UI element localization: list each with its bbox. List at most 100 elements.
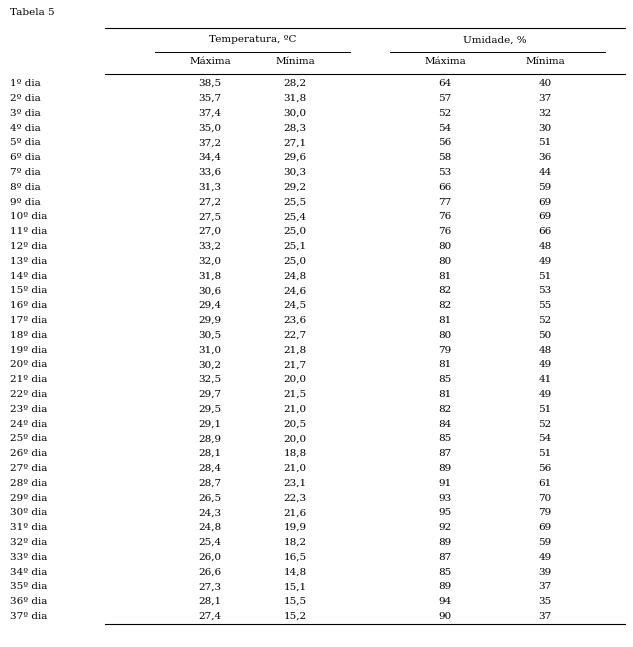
Text: Temperatura, ºC: Temperatura, ºC xyxy=(209,36,296,45)
Text: 32º dia: 32º dia xyxy=(10,538,47,547)
Text: Mínima: Mínima xyxy=(525,58,565,67)
Text: 44: 44 xyxy=(539,168,551,177)
Text: 82: 82 xyxy=(439,287,451,295)
Text: 59: 59 xyxy=(539,182,551,192)
Text: 7º dia: 7º dia xyxy=(10,168,41,177)
Text: 21,5: 21,5 xyxy=(284,390,306,399)
Text: 85: 85 xyxy=(439,375,451,384)
Text: 52: 52 xyxy=(439,109,451,118)
Text: 39: 39 xyxy=(539,567,551,576)
Text: 64: 64 xyxy=(439,79,451,88)
Text: 24,8: 24,8 xyxy=(198,523,222,532)
Text: 28º dia: 28º dia xyxy=(10,479,47,488)
Text: 28,4: 28,4 xyxy=(198,464,222,473)
Text: 51: 51 xyxy=(539,138,551,148)
Text: 93: 93 xyxy=(439,494,451,503)
Text: 28,9: 28,9 xyxy=(198,434,222,443)
Text: 27,1: 27,1 xyxy=(284,138,306,148)
Text: 49: 49 xyxy=(539,390,551,399)
Text: 2º dia: 2º dia xyxy=(10,94,41,103)
Text: 29,2: 29,2 xyxy=(284,182,306,192)
Text: 12º dia: 12º dia xyxy=(10,242,47,251)
Text: 29,7: 29,7 xyxy=(198,390,222,399)
Text: 1º dia: 1º dia xyxy=(10,79,41,88)
Text: 30,3: 30,3 xyxy=(284,168,306,177)
Text: 28,2: 28,2 xyxy=(284,79,306,88)
Text: 24º dia: 24º dia xyxy=(10,419,47,428)
Text: 18,8: 18,8 xyxy=(284,449,306,458)
Text: 21,6: 21,6 xyxy=(284,509,306,518)
Text: 30,6: 30,6 xyxy=(198,287,222,295)
Text: 28,1: 28,1 xyxy=(198,449,222,458)
Text: 29,1: 29,1 xyxy=(198,419,222,428)
Text: 35,0: 35,0 xyxy=(198,124,222,133)
Text: 28,1: 28,1 xyxy=(198,597,222,606)
Text: 76: 76 xyxy=(439,212,451,221)
Text: 81: 81 xyxy=(439,390,451,399)
Text: 27,0: 27,0 xyxy=(198,227,222,236)
Text: 37: 37 xyxy=(539,94,551,103)
Text: 14º dia: 14º dia xyxy=(10,272,47,281)
Text: 77: 77 xyxy=(439,197,451,206)
Text: 15,1: 15,1 xyxy=(284,582,306,591)
Text: 27,2: 27,2 xyxy=(198,197,222,206)
Text: 27º dia: 27º dia xyxy=(10,464,47,473)
Text: 49: 49 xyxy=(539,553,551,562)
Text: 85: 85 xyxy=(439,434,451,443)
Text: 53: 53 xyxy=(439,168,451,177)
Text: 20,5: 20,5 xyxy=(284,419,306,428)
Text: 22,3: 22,3 xyxy=(284,494,306,503)
Text: 69: 69 xyxy=(539,197,551,206)
Text: 22,7: 22,7 xyxy=(284,331,306,340)
Text: 15,2: 15,2 xyxy=(284,612,306,621)
Text: 69: 69 xyxy=(539,523,551,532)
Text: 61: 61 xyxy=(539,479,551,488)
Text: 15,5: 15,5 xyxy=(284,597,306,606)
Text: 58: 58 xyxy=(439,153,451,162)
Text: 20º dia: 20º dia xyxy=(10,360,47,369)
Text: 24,6: 24,6 xyxy=(284,287,306,295)
Text: 22º dia: 22º dia xyxy=(10,390,47,399)
Text: 30,0: 30,0 xyxy=(284,109,306,118)
Text: 56: 56 xyxy=(539,464,551,473)
Text: 91: 91 xyxy=(439,479,451,488)
Text: 28,7: 28,7 xyxy=(198,479,222,488)
Text: 89: 89 xyxy=(439,538,451,547)
Text: 34,4: 34,4 xyxy=(198,153,222,162)
Text: 11º dia: 11º dia xyxy=(10,227,47,236)
Text: 51: 51 xyxy=(539,272,551,281)
Text: 48: 48 xyxy=(539,345,551,355)
Text: 19,9: 19,9 xyxy=(284,523,306,532)
Text: 79: 79 xyxy=(539,509,551,518)
Text: 32,5: 32,5 xyxy=(198,375,222,384)
Text: 25,5: 25,5 xyxy=(284,197,306,206)
Text: 24,8: 24,8 xyxy=(284,272,306,281)
Text: 26º dia: 26º dia xyxy=(10,449,47,458)
Text: 18º dia: 18º dia xyxy=(10,331,47,340)
Text: 25,4: 25,4 xyxy=(198,538,222,547)
Text: 3º dia: 3º dia xyxy=(10,109,41,118)
Text: 30,5: 30,5 xyxy=(198,331,222,340)
Text: 34º dia: 34º dia xyxy=(10,567,47,576)
Text: 32: 32 xyxy=(539,109,551,118)
Text: 21,0: 21,0 xyxy=(284,464,306,473)
Text: 26,6: 26,6 xyxy=(198,567,222,576)
Text: 19º dia: 19º dia xyxy=(10,345,47,355)
Text: 25,0: 25,0 xyxy=(284,257,306,266)
Text: 53: 53 xyxy=(539,287,551,295)
Text: 54: 54 xyxy=(439,124,451,133)
Text: 70: 70 xyxy=(539,494,551,503)
Text: 81: 81 xyxy=(439,360,451,369)
Text: 21º dia: 21º dia xyxy=(10,375,47,384)
Text: 36: 36 xyxy=(539,153,551,162)
Text: 81: 81 xyxy=(439,272,451,281)
Text: 10º dia: 10º dia xyxy=(10,212,47,221)
Text: 37,2: 37,2 xyxy=(198,138,222,148)
Text: 15º dia: 15º dia xyxy=(10,287,47,295)
Text: 26,0: 26,0 xyxy=(198,553,222,562)
Text: 8º dia: 8º dia xyxy=(10,182,41,192)
Text: 26,5: 26,5 xyxy=(198,494,222,503)
Text: 37: 37 xyxy=(539,612,551,621)
Text: 23,6: 23,6 xyxy=(284,316,306,325)
Text: 40: 40 xyxy=(539,79,551,88)
